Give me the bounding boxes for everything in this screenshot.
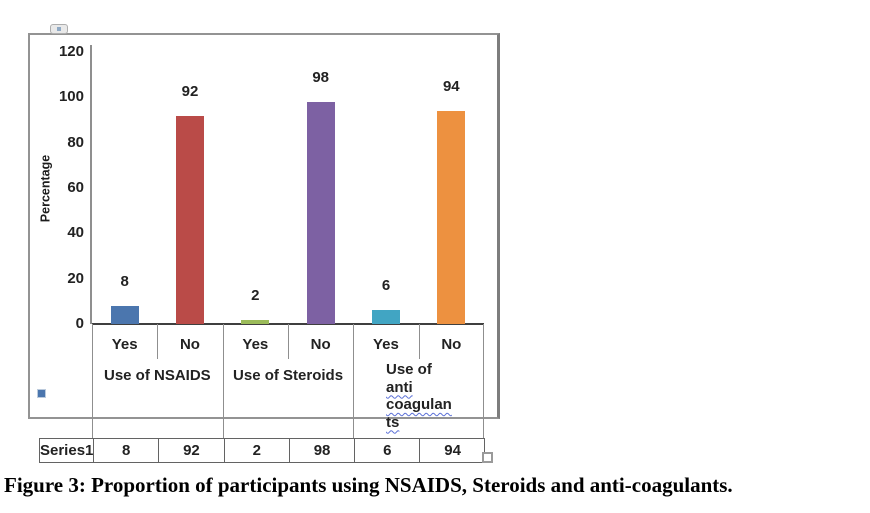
y-axis-line <box>90 45 92 324</box>
bar-value-label: 94 <box>442 77 460 95</box>
category-separator <box>157 324 159 359</box>
series-name-cell: Series1 <box>40 442 94 459</box>
y-tick-label: 100 <box>58 88 84 106</box>
category-label: No <box>441 336 462 353</box>
table-value-cell: 8 <box>93 439 158 462</box>
chart-frame <box>28 33 500 419</box>
category-separator <box>418 324 420 359</box>
table-value-cell: 6 <box>354 439 419 462</box>
legend-key-series1 <box>37 389 46 398</box>
y-tick-label: 80 <box>67 133 84 151</box>
data-table-row: Series1 8 92 2 98 6 94 <box>39 438 485 463</box>
bar-yes-2 <box>241 319 270 324</box>
bar-no-5 <box>437 110 466 324</box>
category-label: No <box>179 336 200 353</box>
y-tick-label: 0 <box>75 315 84 332</box>
misspelled-word: ts <box>386 413 400 431</box>
category-label: Yes <box>111 336 138 353</box>
bar-value-label: 6 <box>381 277 391 295</box>
category-separator <box>288 324 289 359</box>
misspelled-word: coagulan <box>386 396 452 413</box>
bar-value-label: 8 <box>120 272 129 290</box>
resize-handle[interactable] <box>482 452 493 463</box>
table-value-cell: 94 <box>419 439 484 462</box>
table-value-cell: 2 <box>223 439 289 462</box>
category-label: Yes <box>242 336 269 353</box>
y-tick-label: 60 <box>67 179 84 196</box>
group-label: Use of Steroids <box>233 367 344 384</box>
bar-no-3 <box>306 101 335 324</box>
bar-yes-4 <box>372 310 400 324</box>
table-value-cell: 92 <box>158 439 223 462</box>
group-separator <box>222 324 224 438</box>
figure-caption: Figure 3: Proportion of participants usi… <box>4 473 733 497</box>
group-separator <box>92 324 93 438</box>
bar-value-label: 2 <box>251 286 260 304</box>
group-label: Use of NSAIDS <box>104 367 211 384</box>
y-tick-label: 20 <box>67 269 84 287</box>
y-tick-label: 40 <box>67 224 84 242</box>
bar-no-1 <box>176 115 204 324</box>
group-separator <box>483 324 484 438</box>
y-tick-label: 120 <box>58 43 84 60</box>
bar-value-label: 92 <box>181 82 199 100</box>
bar-yes-0 <box>110 305 139 324</box>
anchor-handle[interactable] <box>50 24 68 34</box>
group-separator <box>353 324 355 438</box>
group-label-line: Use of <box>386 361 432 378</box>
group-label-anti-coagulants: Use of anti coagulan ts <box>386 361 482 431</box>
category-label: No <box>310 336 331 353</box>
table-value-cell: 98 <box>288 439 354 462</box>
category-label: Yes <box>373 336 399 353</box>
misspelled-word: anti <box>386 378 413 396</box>
bar-value-label: 98 <box>312 68 330 86</box>
